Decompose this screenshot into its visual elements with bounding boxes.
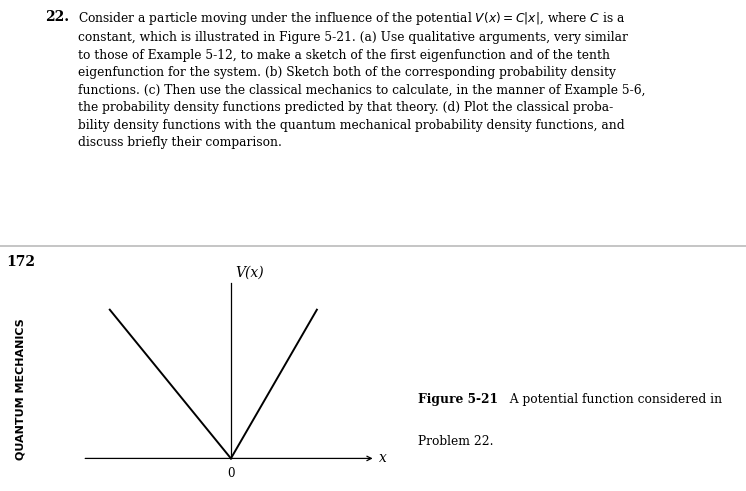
Text: QUANTUM MECHANICS: QUANTUM MECHANICS — [16, 318, 25, 460]
Text: 172: 172 — [6, 255, 35, 269]
Text: Figure 5-21: Figure 5-21 — [418, 393, 498, 406]
Text: 22.: 22. — [45, 10, 69, 24]
Text: Consider a particle moving under the influence of the potential $V(x) = C|x|$, w: Consider a particle moving under the inf… — [78, 10, 645, 149]
Text: x: x — [380, 451, 387, 465]
Text: V(x): V(x) — [236, 266, 264, 280]
Text: A potential function considered in: A potential function considered in — [502, 393, 722, 406]
Text: Problem 22.: Problem 22. — [418, 436, 493, 448]
Text: 0: 0 — [227, 467, 235, 480]
